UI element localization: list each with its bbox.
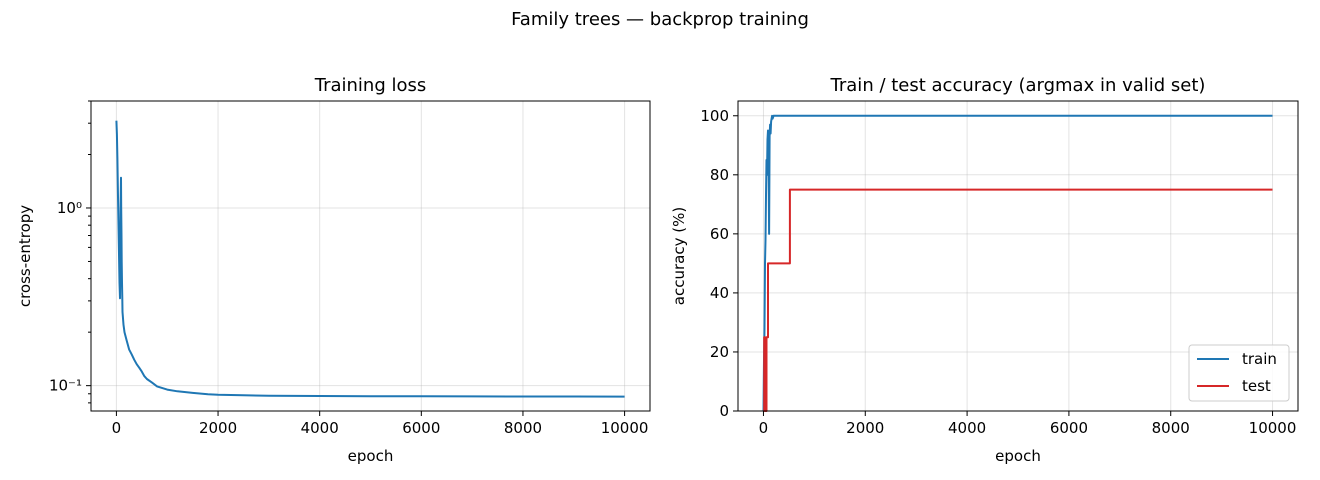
accuracy-chart-y-axis-label: accuracy (%) xyxy=(670,207,688,305)
loss-chart-series-series-0-line xyxy=(115,120,625,398)
loss-chart-x-tick-label: 6000 xyxy=(402,419,440,437)
loss-chart-title: Training loss xyxy=(314,75,427,96)
legend: train test xyxy=(1188,344,1290,402)
loss-chart-y-tick-label: 10⁰ xyxy=(57,199,82,217)
accuracy-chart-x-tick-label: 6000 xyxy=(1050,419,1088,437)
accuracy-chart-x-axis-label: epoch xyxy=(995,447,1041,465)
figure-title: Family trees — backprop training xyxy=(511,9,809,30)
loss-chart-y-tick-label: 10⁻¹ xyxy=(49,377,82,395)
accuracy-chart-y-tick-label: 40 xyxy=(710,284,729,302)
accuracy-chart-y-tick-label: 80 xyxy=(710,166,729,184)
accuracy-chart-y-tick-label: 20 xyxy=(710,343,729,361)
accuracy-chart-series-train-line xyxy=(762,114,1273,412)
accuracy-chart-y-tick-label: 100 xyxy=(700,107,729,125)
loss-chart-frame xyxy=(90,100,651,412)
accuracy-chart-frame xyxy=(737,100,1299,412)
loss-chart: Training loss 0 2000 4000 6000 8000 10000 10⁻¹… xyxy=(16,75,651,465)
loss-chart-x-tick-label: 10000 xyxy=(601,419,649,437)
loss-chart-x-tick-label: 8000 xyxy=(504,419,542,437)
accuracy-chart-y-tick-label: 0 xyxy=(719,402,729,420)
accuracy-chart-series-test-line xyxy=(763,188,1273,412)
accuracy-chart-y-tick-label: 60 xyxy=(710,225,729,243)
loss-chart-x-tick-label: 2000 xyxy=(199,419,237,437)
loss-chart-x-tick-label: 0 xyxy=(112,419,122,437)
accuracy-chart-x-tick-label: 8000 xyxy=(1152,419,1190,437)
accuracy-chart-x-tick-label: 2000 xyxy=(846,419,884,437)
accuracy-chart-title: Train / test accuracy (argmax in valid s… xyxy=(830,75,1206,96)
loss-chart-y-axis-label: cross-entropy xyxy=(16,205,34,307)
accuracy-chart-x-tick-label: 4000 xyxy=(948,419,986,437)
accuracy-chart: Train / test accuracy (argmax in valid s… xyxy=(670,75,1299,465)
loss-chart-x-tick-label: 4000 xyxy=(301,419,339,437)
accuracy-chart-x-tick-label: 0 xyxy=(759,419,769,437)
legend-label-test: test xyxy=(1242,377,1271,395)
legend-label-train: train xyxy=(1242,350,1277,368)
loss-chart-x-axis-label: epoch xyxy=(348,447,394,465)
accuracy-chart-x-tick-label: 10000 xyxy=(1249,419,1297,437)
